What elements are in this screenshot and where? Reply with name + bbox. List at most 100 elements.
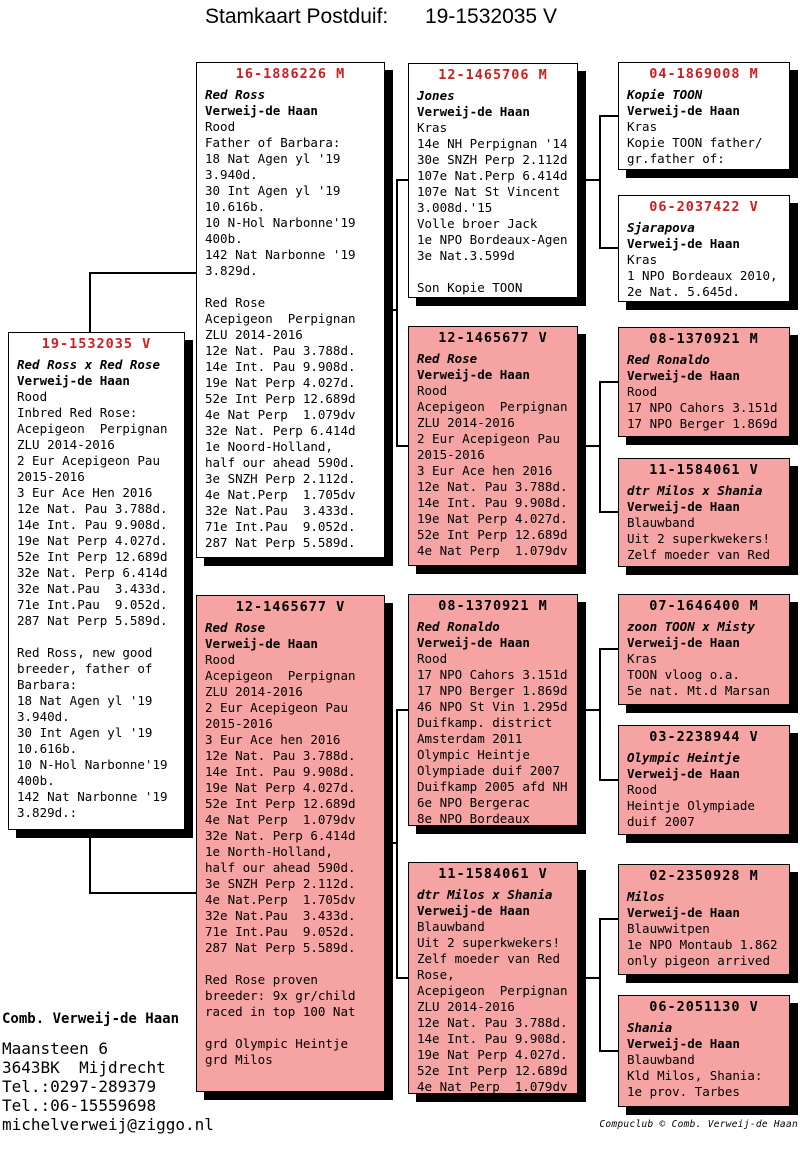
- detail-line: ZLU 2014-2016: [417, 415, 515, 430]
- detail-line: 52e Int Perp 12.689d: [417, 1063, 568, 1078]
- detail-line: 3e SNZH Perp 2.112d.: [205, 471, 356, 486]
- detail-line: 2e Nat. 5.645d.: [627, 284, 740, 299]
- pedigree-box-mmm: 06-2051130 V Shania Verweij-de Haan Blau…: [618, 995, 790, 1107]
- detail-line: 3643BK Mijdrecht: [2, 1058, 166, 1077]
- detail-line: Rood: [205, 652, 236, 667]
- detail-line: Kld Milos, Shania:: [627, 1068, 763, 1083]
- owner-name: Verweij-de Haan: [627, 766, 740, 781]
- connector-line: [599, 779, 618, 781]
- detail-line: 287 Nat Perp 5.589d.: [205, 940, 356, 955]
- detail-line: 3.829d.: [205, 263, 258, 278]
- detail-line: 4e Nat Perp 1.079dv: [417, 1079, 568, 1094]
- detail-line: 32e Nat.Pau 3.433d.: [205, 908, 356, 923]
- pigeon-details: Rood Heintje Olympiade duif 2007: [627, 782, 781, 830]
- pedigree-box-fmm: 11-1584061 V dtr Milos x Shania Verweij-…: [618, 458, 790, 567]
- detail-line: 3e Nat.3.599d: [417, 248, 515, 263]
- detail-line: 3.829d.:: [17, 805, 78, 820]
- owner-contact-block: Comb. Verweij-de Haan Maansteen 6 3643BK …: [2, 1010, 242, 1134]
- pedigree-box-mf-grandfather: 08-1370921 M Red Ronaldo Verweij-de Haan…: [408, 594, 578, 826]
- owner-name: Verweij-de Haan: [417, 903, 530, 918]
- detail-line: 17 NPO Cahors 3.151d: [417, 667, 568, 682]
- pigeon-name: Red Rose: [417, 351, 478, 366]
- detail-line: ZLU 2014-2016: [417, 999, 515, 1014]
- connector-line: [385, 842, 397, 844]
- detail-line: duif 2007: [627, 814, 695, 829]
- detail-line: Olympiade duif 2007: [417, 763, 560, 778]
- detail-line: Kras: [417, 120, 448, 135]
- detail-line: Maansteen 6: [2, 1039, 108, 1058]
- detail-line: 52e Int Perp 12.689d: [205, 796, 356, 811]
- connector-line: [578, 709, 600, 711]
- detail-line: 1e North-Holland,: [205, 844, 333, 859]
- ring-number: 12-1465706 M: [438, 67, 548, 83]
- detail-line: 17 NPO Cahors 3.151d: [627, 400, 778, 415]
- page-title: Stamkaart Postduif: 19-1532035 V: [0, 3, 800, 35]
- detail-line: 19e Nat Perp 4.027d.: [17, 533, 168, 548]
- owner-name: Verweij-de Haan: [417, 104, 530, 119]
- pigeon-details: Kras 1 NPO Bordeaux 2010, 2e Nat. 5.645d.: [627, 252, 781, 300]
- detail-line: ZLU 2014-2016: [17, 437, 115, 452]
- detail-line: 1e NPO Bordeaux-Agen: [417, 232, 568, 247]
- detail-line: 10 N-Hol Narbonne'19: [205, 215, 356, 230]
- owner-name: Verweij-de Haan: [627, 1036, 740, 1051]
- pedigree-box-ff-grandfather: 12-1465706 M Jones Verweij-de Haan Kras 1…: [408, 63, 578, 298]
- pigeon-details: Rood Father of Barbara: 18 Nat Agen yl '19…: [205, 119, 376, 551]
- connector-line: [599, 1050, 618, 1052]
- detail-line: 14e Int. Pau 9.908d.: [417, 1031, 568, 1046]
- detail-line: gr.father of:: [627, 151, 725, 166]
- detail-line: michelverweij@ziggo.nl: [2, 1115, 214, 1134]
- detail-line: 4e Nat Perp 1.079dv: [205, 812, 356, 827]
- pigeon-details: Rood Inbred Red Rose: Acepigeon Perpignan Z…: [17, 389, 176, 821]
- detail-line: 3.940d.: [17, 709, 70, 724]
- detail-line: Acepigeon Perpignan: [205, 311, 356, 326]
- detail-line: 32e Nat.Pau 3.433d.: [205, 503, 356, 518]
- detail-line: ZLU 2014-2016: [205, 684, 303, 699]
- connector-line: [599, 381, 618, 383]
- detail-line: 1e NPO Montaub 1.862: [627, 937, 778, 952]
- detail-line: 4e Nat.Perp 1.705dv: [205, 892, 356, 907]
- connector-line: [599, 115, 618, 117]
- pedigree-box-mmf: 02-2350928 M Milos Verweij-de Haan Blauw…: [618, 864, 790, 975]
- detail-line: Rood: [417, 383, 448, 398]
- pigeon-name: Kopie TOON: [627, 87, 703, 102]
- connector-line: [89, 830, 91, 894]
- connector-line: [599, 918, 618, 920]
- pigeon-name: Red Rose: [205, 620, 266, 635]
- detail-line: 3 Eur Ace hen 2016: [417, 463, 553, 478]
- detail-line: 6e NPO Bergerac: [417, 795, 530, 810]
- detail-line: 10.616b.: [17, 741, 78, 756]
- detail-line: Volle broer Jack: [417, 216, 538, 231]
- detail-line: Uit 2 superkwekers!: [627, 531, 770, 546]
- detail-line: 32e Nat. Perp 6.414d: [17, 565, 168, 580]
- detail-line: 107e Nat.Perp 6.414d: [417, 168, 568, 183]
- ring-number: 07-1646400 M: [649, 598, 759, 614]
- connector-line: [385, 309, 397, 311]
- detail-line: Blauwband: [627, 1052, 695, 1067]
- pedigree-box-fff: 04-1869008 M Kopie TOON Verweij-de Haan …: [618, 62, 790, 170]
- detail-line: grd Olympic Heintje: [205, 1036, 348, 1051]
- detail-line: Acepigeon Perpignan: [417, 399, 568, 414]
- detail-line: 2015-2016: [417, 447, 485, 462]
- owner-name: Verweij-de Haan: [417, 635, 530, 650]
- pigeon-name: Red Ross: [205, 87, 266, 102]
- connector-line: [396, 180, 398, 447]
- pedigree-box-fm-grandmother: 12-1465677 V Red Rose Verweij-de Haan Ro…: [408, 326, 578, 566]
- detail-line: 3 Eur Ace Hen 2016: [17, 485, 153, 500]
- detail-line: 4e Nat Perp 1.079dv: [417, 543, 568, 558]
- detail-line: Tel.:0297-289379: [2, 1077, 157, 1096]
- connector-line: [578, 179, 600, 181]
- pigeon-name: Red Ross x Red Rose: [17, 357, 160, 372]
- connector-line: [578, 977, 600, 979]
- pigeon-details: Blauwband Uit 2 superkwekers! Zelf moeder …: [627, 515, 781, 563]
- pigeon-name: dtr Milos x Shania: [627, 483, 763, 498]
- detail-line: 10.616b.: [205, 199, 266, 214]
- detail-line: 12e Nat. Pau 3.788d.: [205, 343, 356, 358]
- owner-name: Verweij-de Haan: [205, 103, 318, 118]
- detail-line: TOON vloog o.a.: [627, 667, 740, 682]
- pedigree-box-mm-grandmother: 11-1584061 V dtr Milos x Shania Verweij-…: [408, 862, 578, 1094]
- pedigree-box-mff: 07-1646400 M zoon TOON x Misty Verweij-d…: [618, 594, 790, 705]
- pigeon-name: zoon TOON x Misty: [627, 619, 755, 634]
- detail-line: Tel.:06-15559698: [2, 1096, 157, 1115]
- detail-line: 30 Int Agen yl '19: [17, 725, 153, 740]
